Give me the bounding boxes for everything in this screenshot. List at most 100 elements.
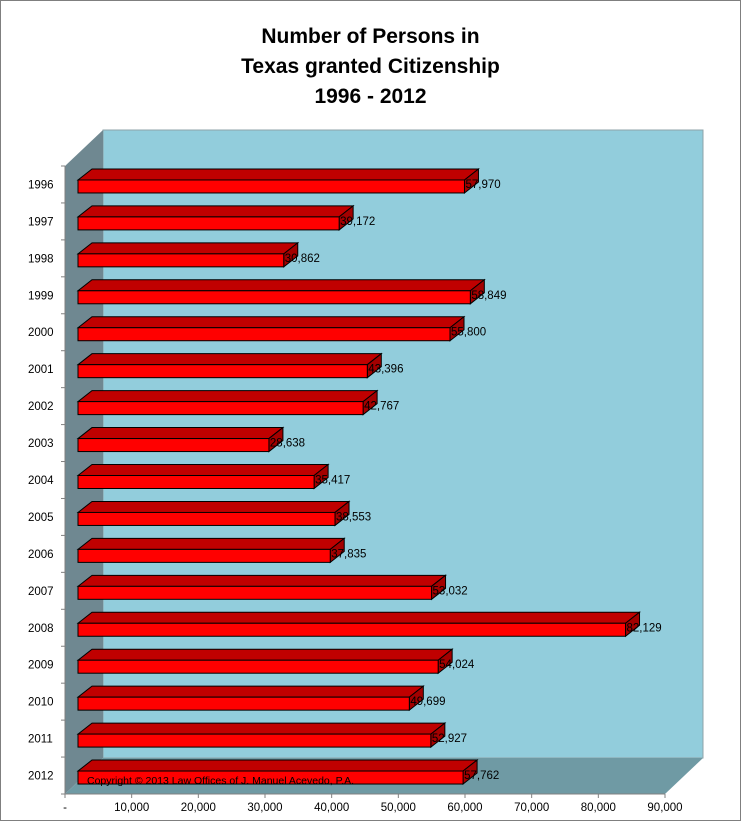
- bar: [76, 685, 425, 712]
- data-label: 49,699: [410, 696, 445, 708]
- bar: [76, 611, 641, 638]
- y-tick-label: 2004: [28, 475, 54, 487]
- bar-front: [77, 179, 465, 194]
- bar-top: [76, 759, 479, 772]
- y-tick-label: 2001: [28, 364, 54, 376]
- bar-top: [76, 205, 355, 218]
- bar-front: [77, 364, 368, 379]
- data-label: 55,800: [451, 327, 486, 339]
- bar-top: [76, 353, 383, 366]
- y-tick-label: 2005: [28, 512, 54, 524]
- chart-title: Number of Persons in Texas granted Citiz…: [0, 22, 741, 112]
- data-label: 82,129: [627, 622, 662, 634]
- bar: [76, 241, 300, 268]
- data-label: 37,835: [331, 548, 366, 560]
- data-label: 54,024: [439, 659, 475, 671]
- bar-front: [77, 511, 336, 526]
- bar: [76, 278, 486, 305]
- x-tick-label: 90,000: [647, 802, 682, 814]
- bar-top: [76, 722, 447, 735]
- bar-top: [76, 279, 486, 292]
- x-tick-label: -: [63, 802, 67, 814]
- bar: [76, 426, 285, 453]
- bar: [76, 648, 454, 675]
- bar-front: [77, 253, 285, 268]
- y-tick-label: 1997: [28, 216, 54, 228]
- bar: [76, 463, 330, 490]
- data-label: 39,172: [340, 216, 375, 228]
- bar-top: [76, 500, 351, 513]
- x-tick-label: 70,000: [514, 802, 549, 814]
- x-tick-label: 60,000: [447, 802, 482, 814]
- bar-top: [76, 611, 641, 624]
- chart-title-line-1: Number of Persons in: [261, 25, 480, 48]
- x-tick-label: 10,000: [114, 802, 149, 814]
- bar-front: [77, 585, 433, 600]
- data-label: 35,417: [315, 475, 350, 487]
- bar: [76, 537, 346, 564]
- bar-front: [77, 290, 471, 305]
- data-label: 30,862: [285, 253, 320, 265]
- bar-front: [77, 216, 340, 231]
- bar: [76, 167, 480, 194]
- y-tick-label: 1996: [28, 179, 54, 191]
- bar-top: [76, 316, 466, 329]
- bar-top: [76, 390, 379, 403]
- bar-front: [77, 438, 270, 453]
- data-label: 38,553: [336, 511, 371, 523]
- data-label: 52,927: [432, 733, 467, 745]
- x-tick-label: 80,000: [581, 802, 616, 814]
- data-label: 42,767: [364, 401, 399, 413]
- data-label: 28,638: [270, 438, 305, 450]
- y-tick-label: 2012: [28, 771, 54, 783]
- bar-top: [76, 685, 425, 698]
- bar-top: [76, 648, 454, 661]
- bar-top: [76, 242, 300, 255]
- bar-top: [76, 168, 480, 181]
- bar-front: [77, 327, 451, 342]
- x-tick-label: 20,000: [181, 802, 216, 814]
- data-label: 57,762: [464, 770, 499, 782]
- bar: [76, 315, 466, 342]
- y-tick-label: 2007: [28, 586, 54, 598]
- copyright-annotation: Copyright © 2013 Law Offices of J. Manue…: [87, 775, 354, 787]
- bar-top: [76, 427, 285, 440]
- data-label: 57,970: [465, 179, 500, 191]
- bar: [76, 574, 447, 601]
- chart-title-line-2: Texas granted Citizenship: [241, 55, 500, 78]
- y-tick-label: 2009: [28, 660, 54, 672]
- bar-front: [77, 770, 464, 785]
- bar-front: [77, 733, 432, 748]
- y-tick-label: 2003: [28, 438, 54, 450]
- y-tick-label: 2002: [28, 401, 54, 413]
- y-tick-label: 2008: [28, 623, 54, 635]
- data-label: 58,849: [471, 290, 506, 302]
- bar: [76, 722, 447, 749]
- y-tick-label: 2010: [28, 697, 54, 709]
- bar-top: [76, 574, 447, 587]
- bar-front: [77, 659, 439, 674]
- chart-title-line-3: 1996 - 2012: [314, 85, 427, 108]
- x-tick-label: 50,000: [381, 802, 416, 814]
- x-tick-label: 40,000: [314, 802, 349, 814]
- bar: [76, 500, 351, 527]
- bar-top: [76, 464, 330, 476]
- bar-top: [76, 537, 346, 550]
- y-tick-label: 2011: [28, 734, 53, 746]
- bar-front: [77, 548, 331, 563]
- y-tick-label: 2000: [28, 327, 54, 339]
- bar: [76, 759, 479, 786]
- bar: [76, 204, 355, 231]
- y-tick-label: 2006: [28, 549, 54, 561]
- bar: [76, 352, 383, 379]
- data-label: 53,032: [433, 585, 468, 597]
- data-label: 43,396: [368, 364, 403, 376]
- y-tick-label: 1999: [28, 290, 54, 302]
- bar-front: [77, 401, 364, 416]
- x-tick-label: 30,000: [247, 802, 282, 814]
- bar-front: [77, 475, 315, 489]
- bar-front: [77, 622, 627, 637]
- bar: [76, 389, 379, 416]
- bar-front: [77, 696, 410, 711]
